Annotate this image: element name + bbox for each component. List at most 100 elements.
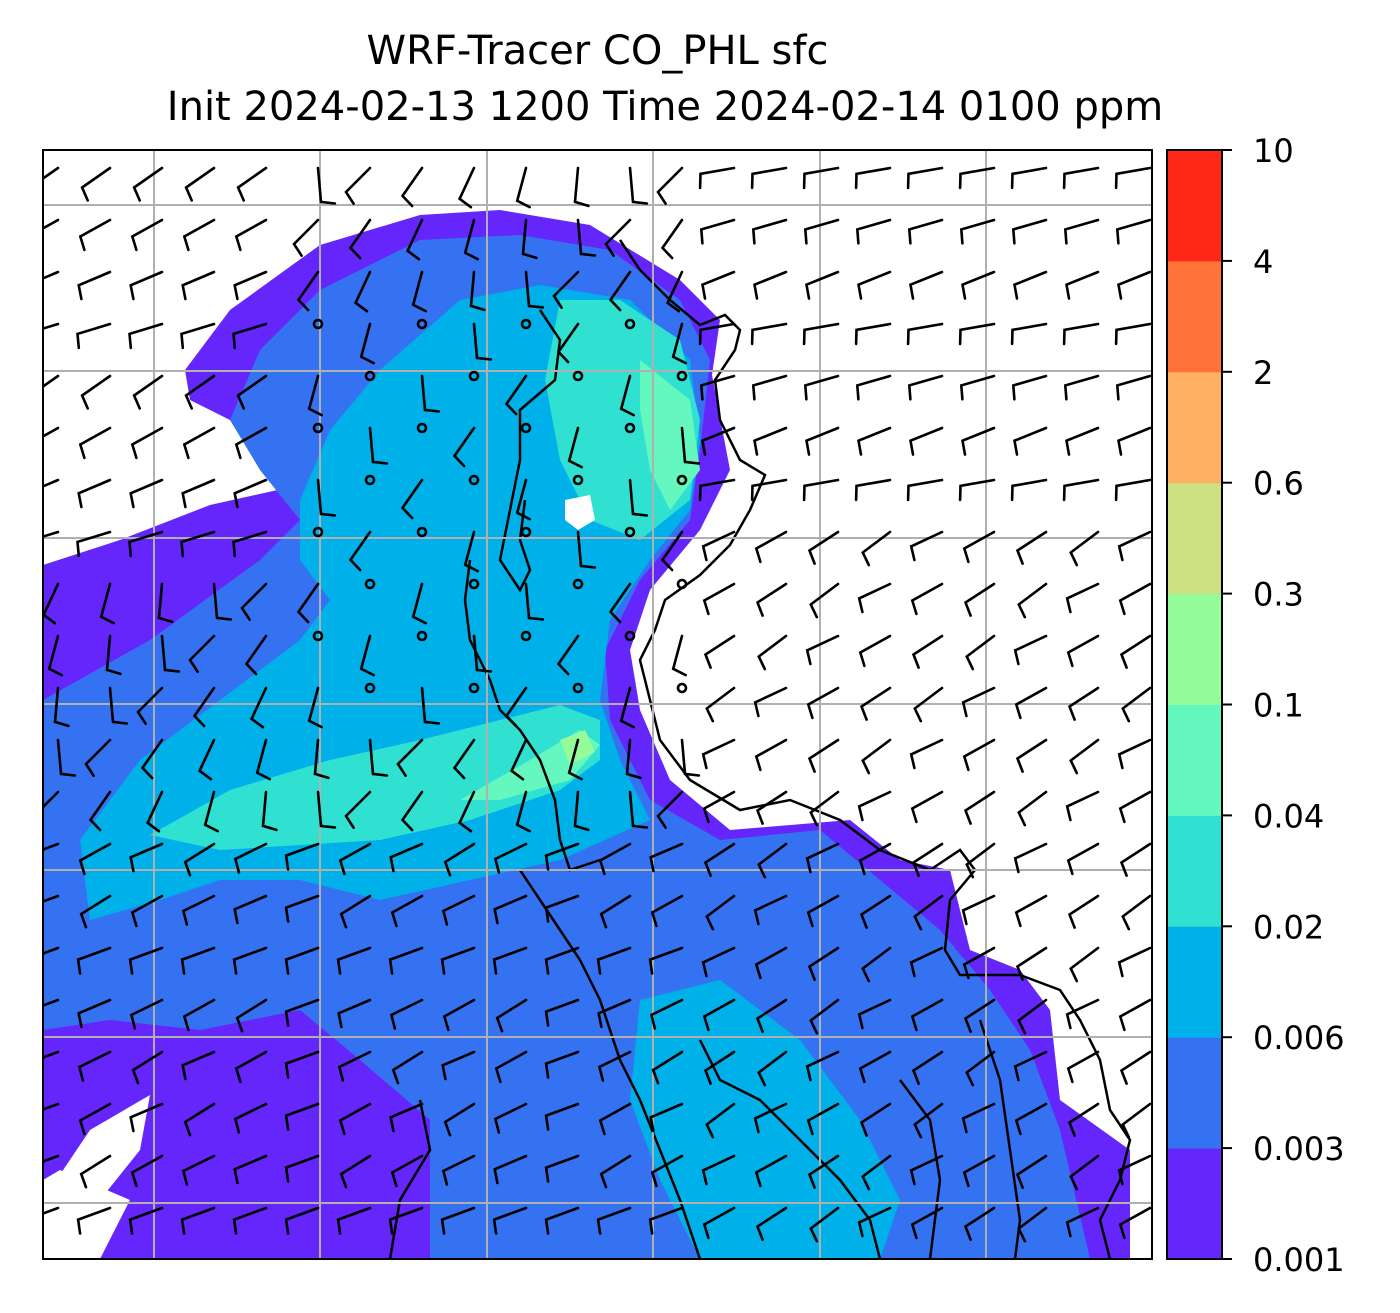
calm-wind-marker bbox=[676, 578, 688, 590]
wind-barb bbox=[755, 1206, 788, 1241]
wind-barb bbox=[958, 166, 996, 190]
calm-wind-marker bbox=[624, 422, 636, 434]
wind-barb bbox=[910, 790, 944, 824]
wind-barb bbox=[1013, 1050, 1048, 1082]
wind-barb bbox=[442, 998, 476, 1032]
wind-barb bbox=[472, 322, 493, 361]
plume-level-0.006-south bbox=[630, 980, 900, 1259]
wind-barb bbox=[1014, 686, 1048, 720]
plume-gap bbox=[565, 495, 595, 530]
wind-barb bbox=[188, 634, 216, 673]
wind-barb bbox=[43, 478, 60, 488]
wind-barb bbox=[910, 582, 944, 616]
wind-barb bbox=[79, 1154, 112, 1189]
wind-barb bbox=[284, 1102, 320, 1131]
wind-barb bbox=[338, 1102, 372, 1136]
wind-barb bbox=[88, 790, 112, 832]
wind-barb bbox=[911, 634, 944, 669]
wind-barb bbox=[132, 374, 164, 410]
wind-barb bbox=[963, 998, 996, 1033]
wind-barb bbox=[961, 686, 996, 718]
colorbar-tick-label: 4 bbox=[1253, 243, 1273, 281]
wind-barb bbox=[802, 322, 840, 346]
calm-wind-marker bbox=[468, 474, 480, 486]
wind-barb bbox=[296, 582, 320, 624]
wind-barb bbox=[656, 166, 684, 205]
wind-barb bbox=[809, 998, 840, 1035]
wind-barb bbox=[809, 1206, 840, 1243]
wind-barb bbox=[233, 270, 268, 301]
wind-barb bbox=[316, 166, 337, 205]
wind-barb bbox=[757, 842, 788, 879]
wind-barb bbox=[1015, 1154, 1048, 1189]
wind-barb bbox=[649, 842, 684, 873]
colorbar-tick-label: 10 bbox=[1253, 132, 1294, 170]
wind-barb bbox=[244, 634, 268, 676]
wind-barb bbox=[56, 738, 77, 777]
wind-barb bbox=[753, 1102, 788, 1134]
calm-wind-marker bbox=[364, 578, 376, 590]
wind-barb bbox=[388, 1206, 424, 1235]
wind-barb bbox=[76, 530, 112, 558]
wind-barb bbox=[805, 842, 840, 874]
wind-barb bbox=[493, 1154, 528, 1185]
wind-barb bbox=[180, 530, 216, 558]
wind-barb bbox=[348, 530, 372, 572]
wind-barb bbox=[1065, 270, 1100, 300]
wind-barb bbox=[47, 634, 63, 677]
wind-barb bbox=[809, 790, 840, 827]
wind-barb bbox=[625, 738, 642, 780]
wind-barb bbox=[234, 1050, 268, 1084]
wind-barb bbox=[129, 842, 164, 873]
wind-barb bbox=[1011, 218, 1048, 245]
wind-barb bbox=[43, 1154, 60, 1163]
wind-barb bbox=[443, 1102, 476, 1137]
wind-barb bbox=[411, 582, 427, 625]
wind-barb bbox=[284, 1050, 320, 1079]
wind-barb bbox=[755, 998, 788, 1033]
wind-barb bbox=[1063, 218, 1100, 245]
wind-barb bbox=[440, 946, 476, 975]
calm-wind-marker bbox=[364, 370, 376, 382]
wind-barb bbox=[751, 374, 788, 401]
wind-barb bbox=[181, 270, 216, 301]
wind-barb bbox=[858, 634, 892, 668]
wind-barb bbox=[702, 582, 736, 616]
wind-barb bbox=[573, 166, 590, 208]
wind-barb bbox=[859, 1102, 892, 1137]
wind-barb bbox=[388, 946, 424, 975]
wind-barb bbox=[181, 1050, 216, 1081]
wind-barb bbox=[861, 738, 892, 775]
wind-barb bbox=[493, 842, 528, 874]
wind-barb bbox=[130, 894, 164, 928]
wind-barb bbox=[1115, 218, 1152, 245]
wind-barb bbox=[1017, 998, 1048, 1035]
wind-barb bbox=[608, 270, 632, 312]
wind-barb bbox=[400, 478, 424, 520]
wind-barb bbox=[492, 946, 528, 975]
wind-barb bbox=[337, 1050, 372, 1082]
wind-barb bbox=[660, 530, 684, 572]
wind-barb bbox=[701, 738, 736, 770]
chart-subtitle: Init 2024-02-13 1200 Time 2024-02-14 010… bbox=[166, 84, 1164, 130]
wind-barb bbox=[472, 634, 493, 673]
wind-barb bbox=[1117, 946, 1152, 978]
colorbar-bin bbox=[1167, 371, 1222, 484]
wind-barb bbox=[698, 166, 736, 190]
wind-barb bbox=[405, 218, 424, 261]
colorbar-bin bbox=[1167, 150, 1222, 262]
wind-barb bbox=[909, 946, 944, 978]
wind-barb bbox=[963, 582, 996, 617]
wind-barb bbox=[906, 322, 944, 346]
concentration-field bbox=[43, 210, 1130, 1259]
wind-barb bbox=[909, 1154, 944, 1186]
colorbar-tick-label: 0.3 bbox=[1253, 576, 1304, 614]
wind-barb bbox=[157, 582, 174, 624]
wind-barb bbox=[1015, 530, 1048, 565]
wind-barb bbox=[757, 1050, 788, 1087]
wind-barb bbox=[604, 218, 632, 257]
wind-barb bbox=[389, 1102, 424, 1133]
wind-barb bbox=[1010, 478, 1048, 502]
wind-barb bbox=[338, 842, 372, 876]
calm-wind-marker bbox=[312, 318, 324, 330]
